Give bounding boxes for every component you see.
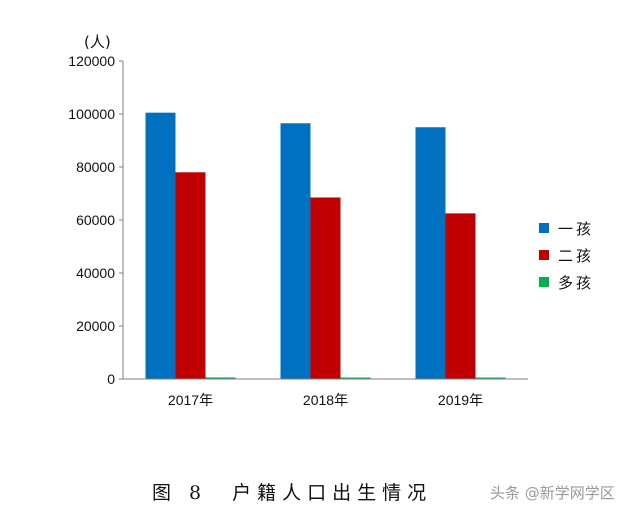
bar-二孩-2017年 bbox=[175, 172, 206, 379]
y-tick-label: 100000 bbox=[68, 106, 115, 122]
bar-多孩-2019年 bbox=[475, 377, 506, 379]
bars bbox=[145, 112, 506, 380]
y-tick-label: 0 bbox=[107, 371, 115, 387]
figure-caption: 图 8 户籍人口出生情况 bbox=[152, 482, 433, 504]
bar-二孩-2019年 bbox=[445, 213, 476, 379]
y-tick-label: 60000 bbox=[76, 212, 115, 228]
bar-chart: (人) 0 20000 40000 60000 80000 100000 120000 20… bbox=[68, 33, 594, 408]
y-tick-label: 40000 bbox=[76, 265, 115, 281]
y-unit-label: (人) bbox=[84, 33, 111, 51]
bar-多孩-2018年 bbox=[340, 377, 371, 379]
legend-label: 一孩 bbox=[558, 220, 594, 238]
y-axis: 0 20000 40000 60000 80000 100000 120000 bbox=[68, 53, 124, 387]
watermark: 头条 @新学网学区 bbox=[490, 484, 615, 502]
bar-一孩-2018年 bbox=[280, 123, 311, 380]
legend-label: 二孩 bbox=[558, 247, 594, 265]
x-tick-label: 2018年 bbox=[303, 392, 348, 408]
legend-swatch bbox=[539, 250, 549, 260]
bar-多孩-2017年 bbox=[205, 377, 236, 379]
legend-swatch bbox=[539, 277, 549, 287]
x-tick-label: 2017年 bbox=[168, 392, 213, 408]
x-axis: 2017年 2018年 2019年 bbox=[123, 378, 528, 408]
legend-label: 多孩 bbox=[558, 274, 594, 292]
bar-二孩-2018年 bbox=[310, 197, 341, 379]
bar-一孩-2019年 bbox=[415, 127, 446, 379]
y-tick-label: 80000 bbox=[76, 159, 115, 175]
x-tick-label: 2019年 bbox=[438, 392, 483, 408]
y-tick-label: 20000 bbox=[76, 318, 115, 334]
bar-一孩-2017年 bbox=[145, 112, 176, 380]
legend-swatch bbox=[539, 223, 549, 233]
y-tick-label: 120000 bbox=[68, 53, 115, 69]
